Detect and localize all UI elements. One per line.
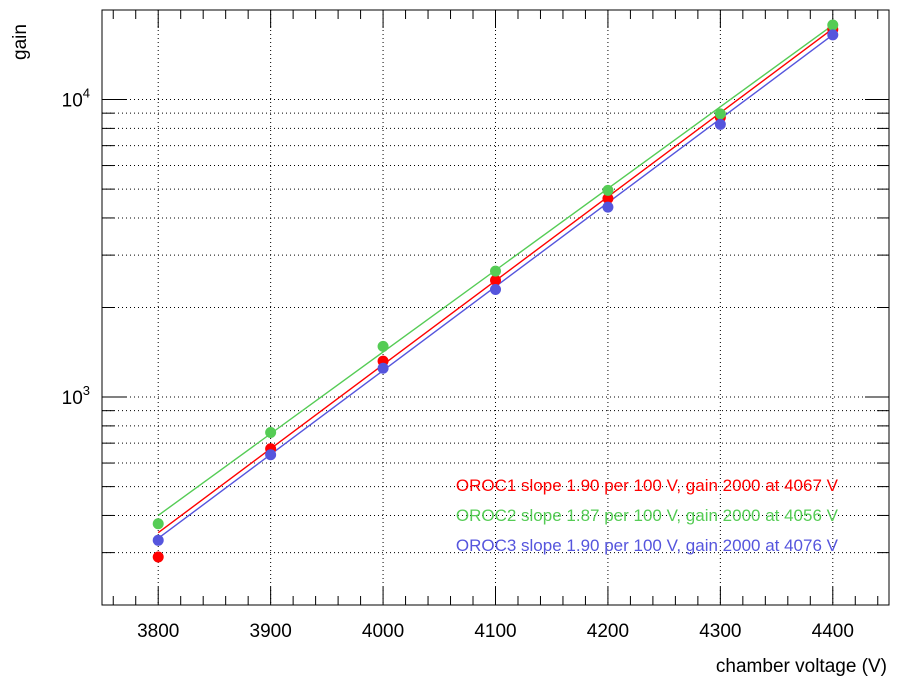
x-tick-label: 4200 xyxy=(587,621,629,642)
y-axis-label: gain xyxy=(10,24,31,60)
data-point-oroc3 xyxy=(602,201,614,213)
data-point-oroc2 xyxy=(490,265,501,277)
data-point-oroc2 xyxy=(827,19,839,31)
legend-entry-oroc2: OROC2 slope 1.87 per 100 V, gain 2000 at… xyxy=(456,506,839,525)
x-tick-label: 4400 xyxy=(812,621,854,642)
legend-entry-oroc1: OROC1 slope 1.90 per 100 V, gain 2000 at… xyxy=(456,476,839,495)
data-points xyxy=(152,19,839,563)
data-point-oroc3 xyxy=(377,362,389,374)
data-point-oroc2 xyxy=(152,518,164,530)
data-point-oroc1 xyxy=(490,274,501,286)
legend: OROC1 slope 1.90 per 100 V, gain 2000 at… xyxy=(456,476,839,555)
y-tick-label: 103 xyxy=(62,383,90,409)
x-tick-label: 4000 xyxy=(362,621,404,642)
axes: 3800 3900 4000 4100 4200 4300 4400 103 104 xyxy=(62,9,889,642)
data-point-oroc1 xyxy=(152,551,164,563)
data-point-oroc2 xyxy=(602,184,614,196)
legend-entry-oroc3: OROC3 slope 1.90 per 100 V, gain 2000 at… xyxy=(456,536,839,555)
y-tick-label: 104 xyxy=(62,86,90,112)
data-point-oroc2 xyxy=(265,427,277,439)
data-point-oroc1 xyxy=(602,192,614,204)
x-axis-label: chamber voltage (V) xyxy=(716,656,887,677)
data-point-oroc3 xyxy=(714,118,726,130)
x-tick-label: 3900 xyxy=(250,621,292,642)
data-point-oroc2 xyxy=(377,340,389,352)
x-tick-label: 4100 xyxy=(474,621,516,642)
data-point-oroc3 xyxy=(265,449,277,461)
data-point-oroc2 xyxy=(714,108,726,120)
data-point-oroc3 xyxy=(490,283,501,295)
data-point-oroc3 xyxy=(152,534,164,546)
x-tick-label: 3800 xyxy=(137,621,179,642)
x-tick-label: 4300 xyxy=(699,621,741,642)
data-point-oroc3 xyxy=(827,29,839,41)
